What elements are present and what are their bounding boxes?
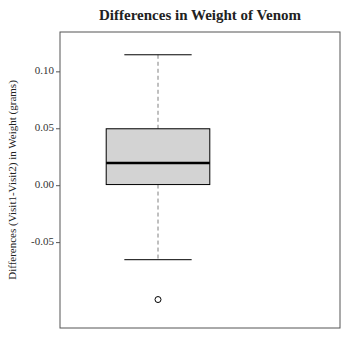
whisker-cap <box>124 259 191 260</box>
plot-frame <box>60 32 340 328</box>
tick-mark <box>56 185 60 186</box>
box-plot <box>106 55 210 303</box>
y-axis-label: Differences (Visit1-Visit2) in Weight (g… <box>6 80 19 280</box>
whisker <box>158 185 159 260</box>
median <box>106 162 210 165</box>
chart: Differences in Weight of Venom Difference… <box>0 0 350 342</box>
tick-mark <box>56 128 60 129</box>
tick-label: -0.05 <box>31 235 54 247</box>
title: Differences in Weight of Venom <box>99 7 301 23</box>
tick-mark <box>56 71 60 72</box>
box <box>106 129 210 185</box>
whisker-cap <box>124 54 191 55</box>
y-axis: -0.05 0.00 0.05 0.10 <box>31 64 60 247</box>
whisker <box>158 55 159 129</box>
tick-label: 0.10 <box>35 64 55 76</box>
tick-label: 0.05 <box>35 121 55 133</box>
tick-mark <box>56 242 60 243</box>
tick-label: 0.00 <box>35 178 55 190</box>
outlier <box>155 297 161 303</box>
